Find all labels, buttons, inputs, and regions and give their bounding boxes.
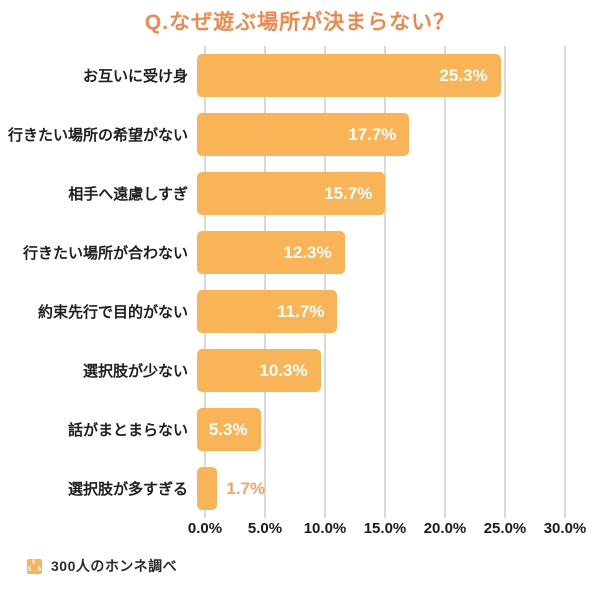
- category-label: 約束先行で目的がない: [37, 304, 188, 321]
- bar: 15.7%: [197, 172, 386, 215]
- x-axis: 0.0% 5.0% 10.0% 15.0% 20.0% 25.0% 30.0%: [0, 520, 600, 542]
- source-note: 300人のホンネ調べ: [51, 558, 178, 574]
- chart-row: お互いに受け身 25.3%: [0, 46, 600, 105]
- category-label: 行きたい場所が合わない: [22, 245, 188, 262]
- bar-value-label: 17.7%: [348, 124, 397, 144]
- gridline: [384, 46, 386, 518]
- bar: 25.3%: [197, 54, 501, 97]
- category-label: 選択肢が少ない: [82, 363, 188, 380]
- bar-value-label: 5.3%: [208, 419, 248, 439]
- bar: 11.7%: [197, 290, 338, 333]
- bar-track: 10.3%: [197, 349, 557, 392]
- category-label: 相手へ遠慮しすぎ: [68, 186, 188, 203]
- category-label: 行きたい場所の希望がない: [7, 127, 188, 144]
- bar-value-label: 12.3%: [283, 242, 332, 262]
- x-tick-label: 5.0%: [247, 520, 283, 537]
- bar-value-label: 25.3%: [439, 65, 488, 85]
- bar-track: 1.7%: [197, 467, 557, 510]
- gridline: [564, 46, 566, 518]
- bar-value-label: 11.7%: [277, 301, 325, 321]
- x-tick-label: 30.0%: [543, 520, 587, 537]
- x-tick-label: 0.0%: [187, 520, 223, 537]
- bar-track: 25.3%: [197, 54, 557, 97]
- bar-track: 5.3%: [197, 408, 557, 451]
- x-tick-label: 20.0%: [423, 520, 467, 537]
- chart-row: 行きたい場所が合わない 12.3%: [0, 223, 600, 282]
- category-label: 選択肢が多すぎる: [67, 481, 188, 498]
- page-title: Q.なぜ遊ぶ場所が決まらない？: [144, 11, 456, 34]
- bar-track: 17.7%: [197, 113, 557, 156]
- plot-area: [204, 46, 566, 518]
- gridline: [504, 46, 506, 518]
- category-label: 話がまとまらない: [67, 422, 188, 439]
- gridline: [264, 46, 266, 518]
- chart-row: 相手へ遠慮しすぎ 15.7%: [0, 164, 600, 223]
- gridline: [444, 46, 446, 518]
- chart-row: 選択肢が少ない 10.3%: [0, 341, 600, 400]
- chart-row: 選択肢が多すぎる 1.7%: [0, 459, 600, 518]
- gridline: [324, 46, 326, 518]
- x-tick-label: 25.0%: [483, 520, 527, 537]
- bar: 5.3%: [197, 408, 261, 451]
- bar-value-label: 10.3%: [259, 360, 308, 380]
- x-tick-label: 15.0%: [363, 520, 407, 537]
- bar: 12.3%: [197, 231, 345, 274]
- gridline: [204, 46, 206, 518]
- bar-track: 15.7%: [197, 172, 557, 215]
- bar-track: 11.7%: [197, 290, 557, 333]
- bar-track: 12.3%: [197, 231, 557, 274]
- bar: 17.7%: [197, 113, 410, 156]
- bar-value-label: 1.7%: [226, 478, 266, 498]
- bar: 10.3%: [197, 349, 321, 392]
- x-tick-label: 10.0%: [303, 520, 347, 537]
- bar: [197, 467, 218, 510]
- chart-row: 行きたい場所の希望がない 17.7%: [0, 105, 600, 164]
- bar-value-label: 15.7%: [324, 183, 373, 203]
- chart-row: 約束先行で目的がない 11.7%: [0, 282, 600, 341]
- chart-row: 話がまとまらない 5.3%: [0, 400, 600, 459]
- category-label: お互いに受け身: [82, 68, 188, 85]
- bar-chart: お互いに受け身 25.3% 行きたい場所の希望がない 17.7% 相手へ遠慮しすぎ 15.…: [0, 46, 600, 518]
